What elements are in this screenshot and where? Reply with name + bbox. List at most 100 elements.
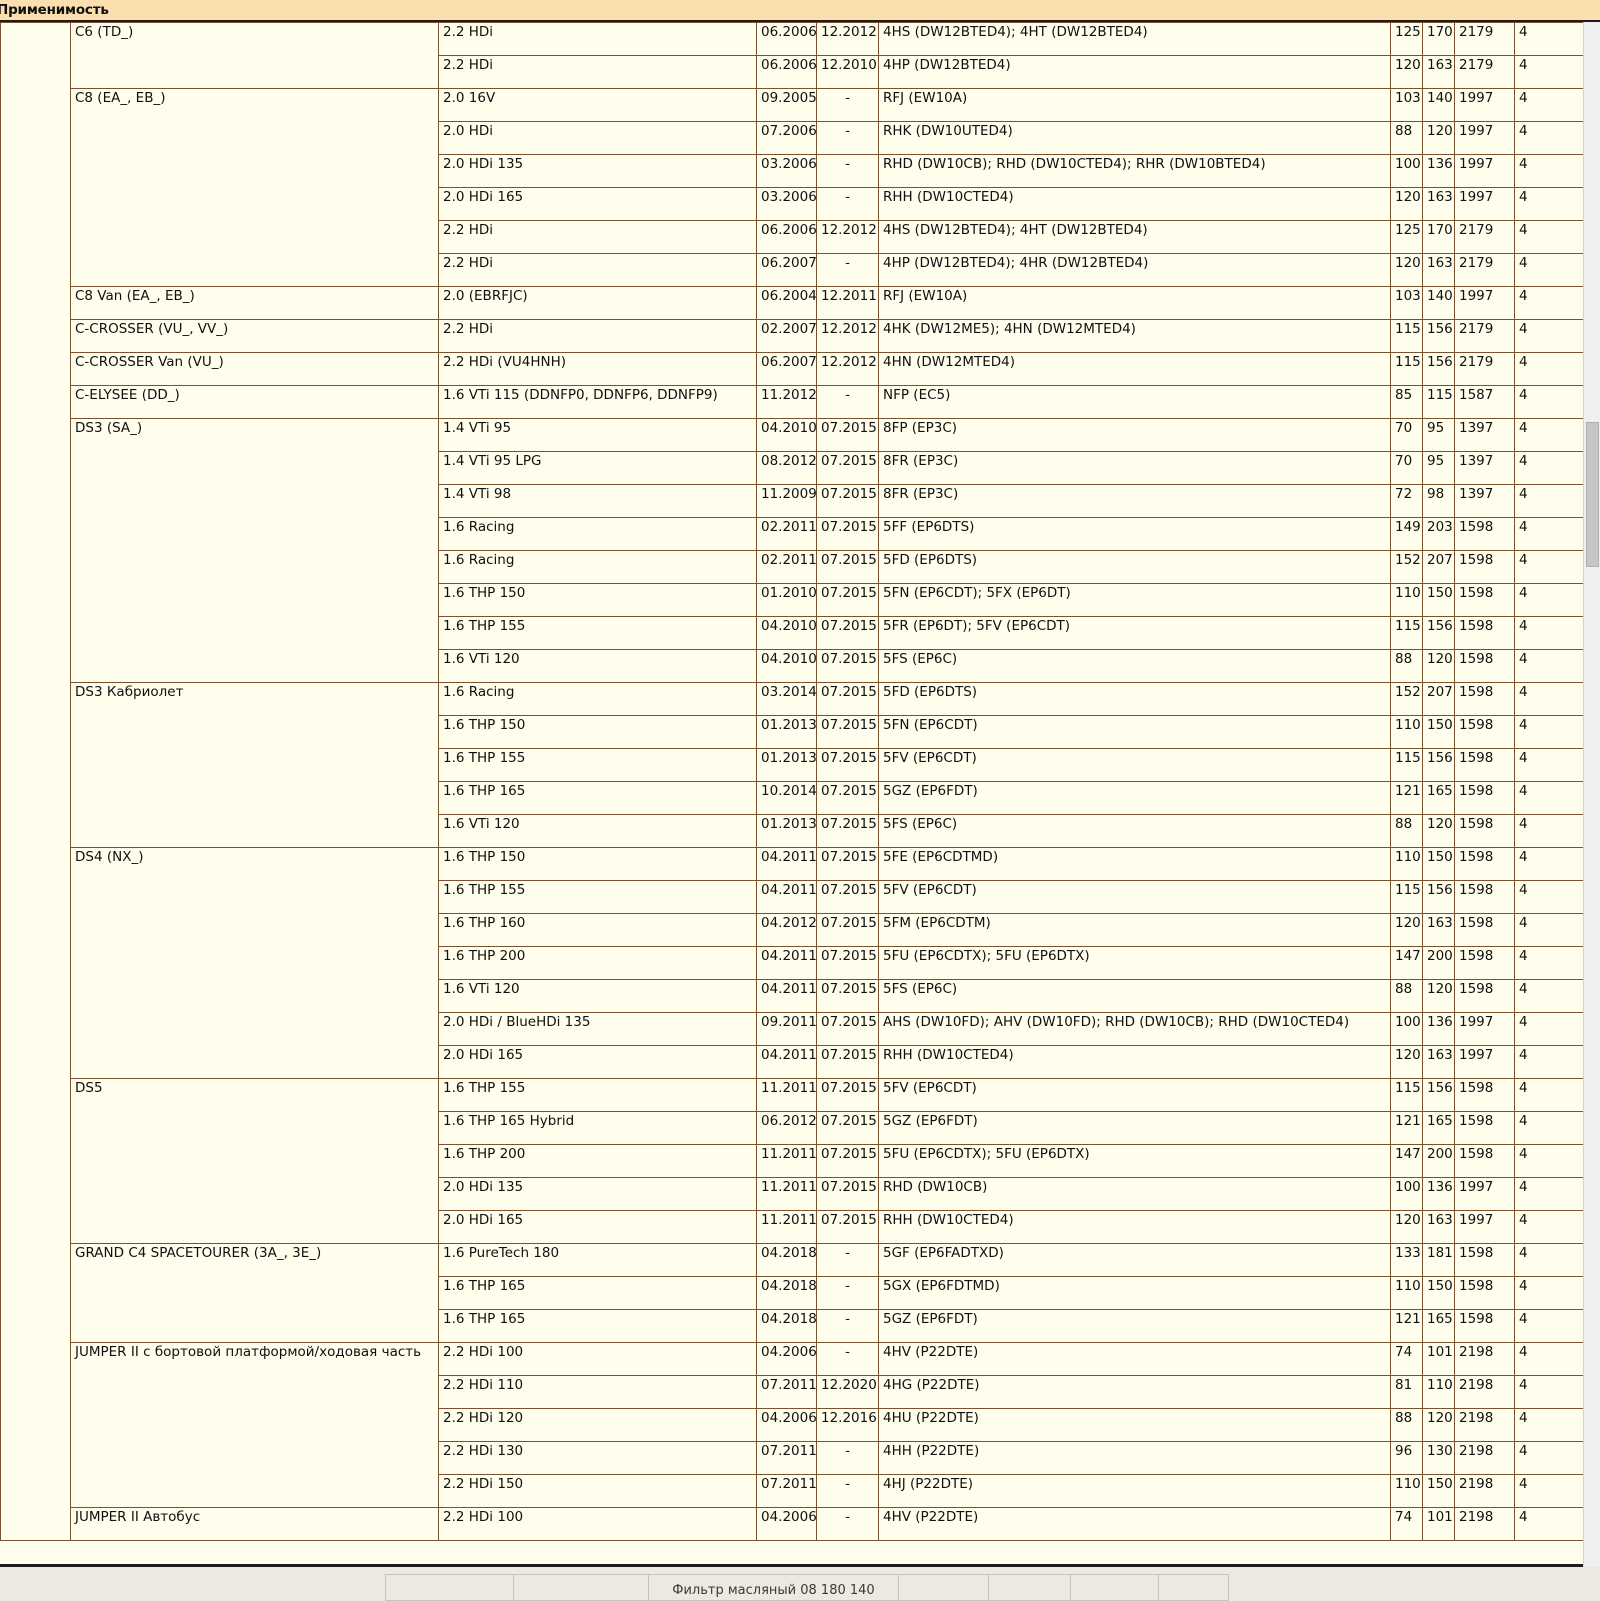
- table-row[interactable]: 2.2 HDi 06.2006 12.2010 4HP (DW12BTED4) 120 1…: [1, 55, 1583, 89]
- cell-kw: 133: [1390, 1243, 1423, 1277]
- cell-engine: 2.0 HDi 165: [438, 1045, 757, 1079]
- cell-date-to: -: [816, 154, 879, 188]
- cell-engine-code: 4HV (P22DTE): [878, 1507, 1391, 1541]
- cell-date-from: 04.2018: [756, 1276, 817, 1310]
- cell-displacement: 1598: [1454, 715, 1515, 749]
- cell-date-to: 07.2015: [816, 847, 879, 881]
- footer-cell: [1070, 1574, 1159, 1601]
- cell-engine: 1.6 VTi 120: [438, 814, 757, 848]
- cell-kw: 96: [1390, 1441, 1423, 1475]
- cell-hp: 150: [1422, 1474, 1455, 1508]
- vertical-scrollbar[interactable]: [1583, 22, 1600, 1567]
- cell-kw: 120: [1390, 1210, 1423, 1244]
- applicability-table-viewport[interactable]: C6 (TD_) 2.2 HDi 06.2006 12.2012 4HS (DW12BT…: [0, 22, 1583, 1567]
- cell-date-from: 04.2011: [756, 847, 817, 881]
- cell-displacement: 1997: [1454, 1210, 1515, 1244]
- cell-date-from: 01.2013: [756, 748, 817, 782]
- table-row[interactable]: 1.6 THP 165 04.2018-5GZ (EP6FDT) 121 165 159…: [1, 1309, 1583, 1343]
- cell-date-from: 04.2006: [756, 1342, 817, 1376]
- table-row[interactable]: DS4 (NX_) 1.6 THP 150 04.2011 07.2015 5FE (E…: [1, 847, 1583, 1079]
- table-row[interactable]: 1.6 VTi 120 04.2010 07.2015 5FS (EP6C) 88 120…: [1, 649, 1583, 683]
- cell-kw: 110: [1390, 1276, 1423, 1310]
- table-row[interactable]: C8 (EA_, EB_) 2.0 16V 09.2005- RFJ (EW10A) 1…: [1, 88, 1583, 287]
- cell-cylinders: 4: [1514, 352, 1583, 386]
- table-row[interactable]: 1.4 VTi 95 LPG 08.2012 07.2015 8FR (EP3C) 70…: [1, 451, 1583, 485]
- cell-displacement: 1598: [1454, 847, 1515, 881]
- table-row[interactable]: GRAND C4 SPACETOURER (3A_, 3E_) 1.6 PureT…: [1, 1243, 1583, 1343]
- cell-hp: 150: [1422, 583, 1455, 617]
- table-row[interactable]: 1.6 THP 150 01.2010 07.2015 5FN (EP6CDT); 5…: [1, 583, 1583, 617]
- cell-date-from: 01.2013: [756, 715, 817, 749]
- cell-hp: 163: [1422, 1045, 1455, 1079]
- table-row[interactable]: 1.6 VTi 120 04.2011 07.2015 5FS (EP6C) 88 120…: [1, 979, 1583, 1013]
- table-row[interactable]: 2.0 HDi 135 11.2011 07.2015 RHD (DW10CB) 100…: [1, 1177, 1583, 1211]
- table-row[interactable]: 1.6 THP 160 04.2012 07.2015 5FM (EP6CDTM) 12…: [1, 913, 1583, 947]
- cell-engine-code: 5FV (EP6CDT): [878, 748, 1391, 782]
- cell-date-to: -: [816, 1243, 879, 1277]
- cell-hp: 165: [1422, 1309, 1455, 1343]
- table-row[interactable]: C-CROSSER (VU_, VV_) 2.2 HDi 02.2007 12.201…: [1, 319, 1583, 353]
- cell-engine: 2.2 HDi 100: [438, 1342, 757, 1376]
- cell-engine: 1.6 VTi 115 (DDNFP0, DDNFP6, DDNFP9): [438, 385, 757, 419]
- cell-hp: 95: [1422, 418, 1455, 452]
- table-row[interactable]: 1.6 THP 155 04.2011 07.2015 5FV (EP6CDT) 115…: [1, 880, 1583, 914]
- table-row[interactable]: 2.2 HDi 150 07.2011-4HJ (P22DTE) 110 150 219…: [1, 1474, 1583, 1508]
- cell-kw: 121: [1390, 781, 1423, 815]
- cell-engine-code: 5GF (EP6FADTXD): [878, 1243, 1391, 1277]
- footer-cell: [988, 1574, 1071, 1601]
- table-row[interactable]: C-ELYSEE (DD_) 1.6 VTi 115 (DDNFP0, DDNFP…: [1, 385, 1583, 419]
- cell-displacement: 1598: [1454, 517, 1515, 551]
- table-row[interactable]: DS3 Кабриолет 1.6 Racing 03.2014 07.2015 5FD…: [1, 682, 1583, 848]
- cell-date-from: 11.2011: [756, 1078, 817, 1112]
- table-row[interactable]: C-CROSSER Van (VU_) 2.2 HDi (VU4HNH) 06.20…: [1, 352, 1583, 386]
- cell-cylinders: 4: [1514, 649, 1583, 683]
- table-row[interactable]: 1.6 THP 200 04.2011 07.2015 5FU (EP6CDTX); …: [1, 946, 1583, 980]
- table-row[interactable]: 2.0 HDi 165 04.2011 07.2015 RHH (DW10CTED4)…: [1, 1045, 1583, 1079]
- table-row[interactable]: 1.6 THP 165 Hybrid 06.2012 07.2015 5GZ (EP6…: [1, 1111, 1583, 1145]
- table-row[interactable]: 1.6 THP 165 10.2014 07.2015 5GZ (EP6FDT) 121…: [1, 781, 1583, 815]
- table-row[interactable]: 2.0 HDi 165 11.2011 07.2015 RHH (DW10CTED4)…: [1, 1210, 1583, 1244]
- table-row[interactable]: 1.6 VTi 120 01.2013 07.2015 5FS (EP6C) 88 120…: [1, 814, 1583, 848]
- cell-engine-code: 4HJ (P22DTE): [878, 1474, 1391, 1508]
- cell-date-from: 04.2011: [756, 946, 817, 980]
- cell-date-to: 07.2015: [816, 418, 879, 452]
- table-row[interactable]: 1.4 VTi 98 11.2009 07.2015 8FR (EP3C) 72 98 13…: [1, 484, 1583, 518]
- cell-engine-code: 5FV (EP6CDT): [878, 1078, 1391, 1112]
- table-row[interactable]: JUMPER II с бортовой платформой/ходовая …: [1, 1342, 1583, 1508]
- table-row[interactable]: JUMPER II Автобус 2.2 HDi 100 04.2006-4HV …: [1, 1507, 1583, 1541]
- cell-engine-code: 8FP (EP3C): [878, 418, 1391, 452]
- table-row[interactable]: 2.2 HDi 130 07.2011-4HH (P22DTE) 96 130 2198…: [1, 1441, 1583, 1475]
- cell-cylinders: 4: [1514, 1111, 1583, 1145]
- table-row[interactable]: DS5 1.6 THP 155 11.2011 07.2015 5FV (EP6CDT)…: [1, 1078, 1583, 1244]
- table-row[interactable]: 2.2 HDi 06.2007-4HP (DW12BTED4); 4HR (DW1…: [1, 253, 1583, 287]
- table-row[interactable]: C6 (TD_) 2.2 HDi 06.2006 12.2012 4HS (DW12BT…: [0, 22, 1583, 1541]
- cell-engine: 2.2 HDi: [438, 253, 757, 287]
- table-row[interactable]: 2.0 HDi 135 03.2006- RHD (DW10CB); RHD (DW…: [1, 154, 1583, 188]
- cell-engine-code: 4HP (DW12BTED4); 4HR (DW12BTED4): [878, 253, 1391, 287]
- table-row[interactable]: 1.6 THP 165 04.2018-5GX (EP6FDTMD) 110 150 1…: [1, 1276, 1583, 1310]
- cell-engine: 2.0 16V: [438, 88, 757, 122]
- table-row[interactable]: 2.2 HDi 120 04.2006 12.2016 4HU (P22DTE) 88 1…: [1, 1408, 1583, 1442]
- table-row[interactable]: 1.6 THP 200 11.2011 07.2015 5FU (EP6CDTX); …: [1, 1144, 1583, 1178]
- table-row[interactable]: 1.6 THP 155 01.2013 07.2015 5FV (EP6CDT) 115…: [1, 748, 1583, 782]
- cell-displacement: 1598: [1454, 1144, 1515, 1178]
- cell-model: C-ELYSEE (DD_): [70, 385, 439, 419]
- table-row[interactable]: C8 Van (EA_, EB_) 2.0 (EBRFJC) 06.2004 12.2…: [1, 286, 1583, 320]
- table-row[interactable]: 2.0 HDi 07.2006- RHK (DW10UTED4) 88 120 1997 4: [1, 121, 1583, 155]
- table-row[interactable]: 2.0 HDi / BlueHDi 135 09.2011 07.2015 AHS (…: [1, 1012, 1583, 1046]
- table-row[interactable]: 1.6 THP 150 01.2013 07.2015 5FN (EP6CDT) 110…: [1, 715, 1583, 749]
- table-row[interactable]: 1.6 Racing 02.2011 07.2015 5FF (EP6DTS) 149 2…: [1, 517, 1583, 551]
- cell-engine-code: 4HV (P22DTE): [878, 1342, 1391, 1376]
- cell-engine: 1.6 Racing: [438, 550, 757, 584]
- table-row[interactable]: 1.6 THP 155 04.2010 07.2015 5FR (EP6DT); 5F…: [1, 616, 1583, 650]
- scrollbar-thumb[interactable]: [1586, 422, 1599, 567]
- cell-hp: 120: [1422, 649, 1455, 683]
- table-row[interactable]: 2.0 HDi 165 03.2006- RHH (DW10CTED4) 120 163…: [1, 187, 1583, 221]
- cell-cylinders: 4: [1514, 1276, 1583, 1310]
- cell-hp: 136: [1422, 154, 1455, 188]
- cell-hp: 136: [1422, 1012, 1455, 1046]
- table-row[interactable]: 2.2 HDi 110 07.2011 12.2020 4HG (P22DTE) 81 1…: [1, 1375, 1583, 1409]
- table-row[interactable]: 2.2 HDi 06.2006 12.2012 4HS (DW12BTED4); 4H…: [1, 220, 1583, 254]
- table-row[interactable]: DS3 (SA_) 1.4 VTi 95 04.2010 07.2015 8FP (EP…: [1, 418, 1583, 683]
- table-row[interactable]: 1.6 Racing 02.2011 07.2015 5FD (EP6DTS) 152 2…: [1, 550, 1583, 584]
